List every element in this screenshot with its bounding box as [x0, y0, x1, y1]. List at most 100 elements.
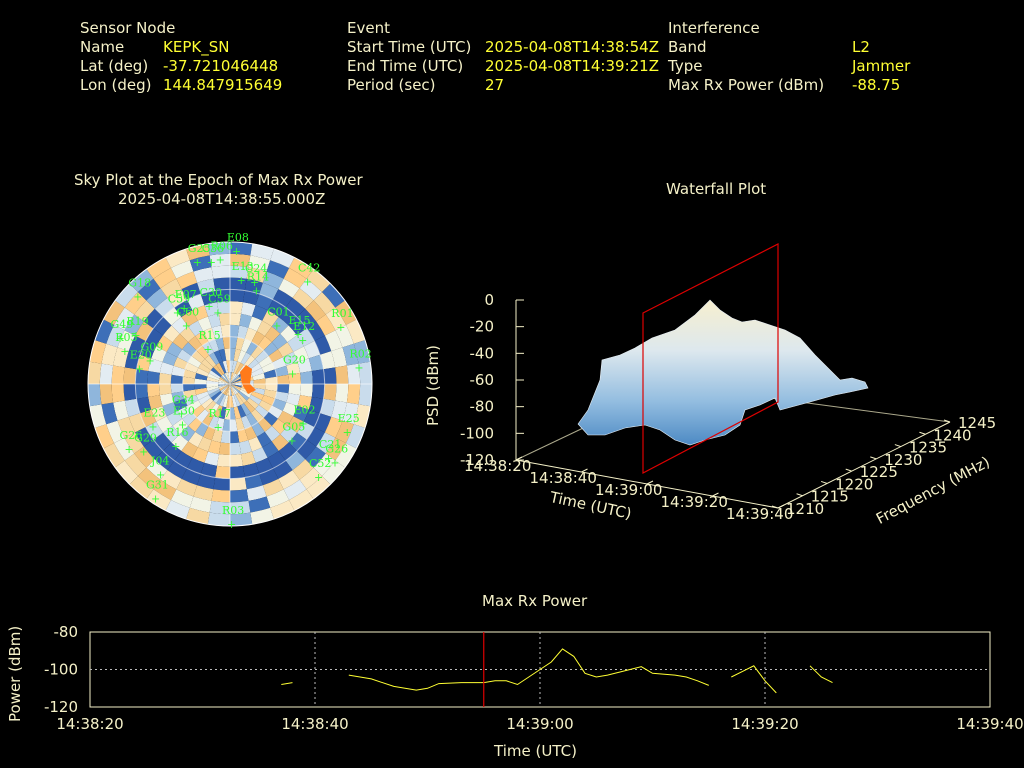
sky-heatmap-cell — [335, 420, 354, 444]
sky-heatmap-cell — [230, 384, 241, 391]
sky-heatmap-cell — [262, 441, 279, 458]
sky-heatmap-cell — [209, 253, 230, 268]
sky-heatmap-cell — [136, 354, 152, 372]
sky-heatmap-cell — [261, 362, 276, 374]
waterfall-zlabel: PSD (dBm) — [424, 344, 442, 426]
sky-heatmap-cell — [286, 362, 301, 375]
satellite-marker: + — [173, 306, 182, 319]
sky-heatmap-cell — [342, 402, 359, 425]
sky-heatmap-cell — [154, 297, 175, 318]
sky-heatmap-cell — [248, 316, 263, 332]
sky-heatmap-cell — [250, 409, 264, 423]
sky-heatmap-cell — [216, 362, 225, 375]
waterfall-time-tick — [581, 468, 588, 473]
sky-heatmap-cell — [325, 437, 346, 461]
satellite-e07: E07+ — [175, 288, 197, 315]
sky-heatmap-cell — [188, 320, 204, 337]
satellite-marker: + — [120, 345, 129, 358]
satellite-marker: + — [139, 446, 148, 459]
sky-heatmap-cell — [197, 278, 216, 294]
sky-heatmap-cell — [230, 324, 240, 338]
sky-heatmap-cell — [203, 327, 216, 342]
sky-heatmap-cell — [135, 321, 154, 342]
satellite-marker: + — [177, 407, 186, 420]
sky-heatmap-cell — [237, 350, 247, 363]
sky-heatmap-cell — [191, 404, 205, 418]
name-label: Name — [80, 38, 125, 56]
sky-heatmap-cell — [251, 331, 265, 346]
sky-heatmap-cell — [239, 313, 252, 328]
sky-heatmap-cell — [335, 384, 349, 403]
line-chart-y-tick-label: -80 — [54, 623, 79, 641]
satellite-marker: + — [272, 319, 281, 332]
sky-heatmap-cell — [243, 355, 256, 368]
sky-heatmap-cell — [209, 500, 230, 515]
sky-heatmap-cell — [215, 337, 225, 351]
satellite-label: G05 — [282, 421, 305, 434]
line-chart-x-tick-label: 14:39:20 — [731, 715, 798, 733]
sky-heatmap-cell — [197, 316, 212, 332]
satellite-r15: R15+ — [198, 329, 220, 356]
sky-heatmap-cell — [216, 393, 225, 406]
satellite-marker: + — [133, 290, 142, 303]
sky-heatmap-cell — [264, 425, 281, 442]
sky-heatmap-cell — [146, 257, 171, 279]
sky-heatmap-cell — [106, 420, 125, 444]
sky-heatmap-cell — [145, 328, 163, 347]
satellite-marker: + — [182, 319, 191, 332]
satellite-label: E02 — [293, 403, 315, 416]
sky-heatmap-cell — [235, 362, 244, 375]
waterfall-freq-tick-label: 1240 — [933, 426, 971, 444]
sky-heatmap-cell — [184, 362, 199, 374]
sky-heatmap-cell — [211, 489, 230, 503]
sky-heatmap-cell — [331, 400, 347, 421]
sky-heatmap-cell — [263, 389, 277, 399]
sky-heatmap-cell — [286, 393, 301, 406]
sky-heatmap-cell — [272, 357, 287, 370]
sky-heatmap-cell — [198, 394, 211, 405]
sky-heatmap-cell — [263, 342, 278, 357]
satellite-marker: + — [171, 440, 180, 453]
lat-value: -37.721046448 — [163, 57, 279, 75]
satellite-label: C42 — [298, 261, 320, 274]
sky-heatmap-cell — [244, 426, 257, 441]
sky-heatmap-cell — [179, 425, 196, 442]
sky-heatmap-cell — [206, 385, 219, 392]
satellite-label: E25 — [338, 412, 360, 425]
waterfall-time-tick-label: 14:38:20 — [464, 457, 531, 475]
sky-heatmap-cell — [278, 307, 297, 326]
sky-heatmap-cell — [240, 415, 252, 430]
sky-heatmap-cell — [177, 349, 192, 363]
sky-heatmap-cell — [251, 367, 264, 377]
sky-heatmap-cell — [240, 403, 251, 416]
sky-heatmap-cell — [163, 442, 182, 461]
sky-heatmap-cell — [230, 442, 242, 455]
sky-heatmap-cell — [124, 453, 147, 477]
satellite-marker: + — [135, 363, 144, 376]
satellite-r19: R19+ — [126, 315, 148, 342]
sky-heatmap-cell — [250, 507, 274, 525]
sky-heatmap-cell — [270, 248, 295, 269]
waterfall-freq-tick — [771, 505, 779, 509]
sky-heatmap-cell — [270, 499, 295, 520]
satellite-label: G26 — [120, 429, 143, 442]
satellite-g26: G26+ — [325, 442, 348, 469]
sky-heatmap-cell — [313, 453, 336, 477]
sky-heatmap-cell — [213, 350, 223, 363]
satellite-e02: E02+ — [293, 403, 315, 430]
sky-heatmap-cell — [256, 320, 272, 337]
sky-heatmap-cell — [186, 243, 210, 261]
satellite-e25: E25+ — [338, 412, 360, 439]
satellite-g25: G25+ — [188, 242, 211, 269]
sky-heatmap-cell — [251, 305, 268, 321]
waterfall-freq-tick-label: 1225 — [860, 463, 898, 481]
sky-heatmap-cell — [246, 412, 258, 427]
sky-jammer-blob — [240, 365, 256, 394]
sky-plot-title: Sky Plot at the Epoch of Max Rx Power — [74, 171, 363, 189]
line-chart-ylabel: Power (dBm) — [6, 625, 24, 722]
sky-heatmap-cell — [172, 418, 189, 435]
waterfall-time-tick-label: 14:39:20 — [661, 493, 728, 511]
sky-heatmap-cell — [255, 404, 269, 418]
sky-heatmap-cell — [148, 395, 163, 410]
satellite-label: C36 — [202, 242, 224, 255]
